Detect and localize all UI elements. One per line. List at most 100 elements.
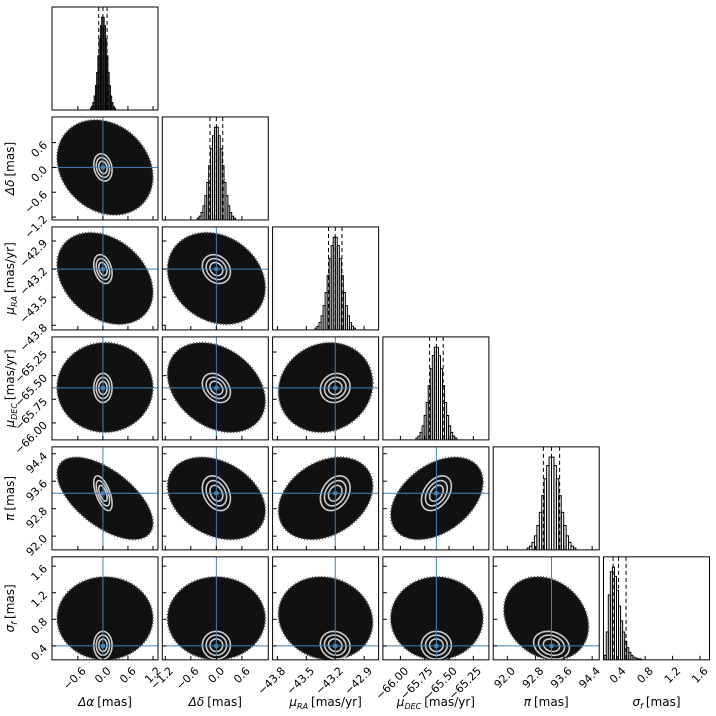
panel-frame — [161, 116, 269, 221]
sample-cloud — [277, 456, 374, 541]
contour — [537, 634, 566, 657]
axis-label-unit: [mas/yr] — [424, 695, 475, 709]
contour — [319, 630, 351, 660]
truth-point — [214, 491, 219, 496]
truth-point — [100, 491, 105, 496]
y-tick-label: 0.0 — [29, 163, 51, 185]
contour — [95, 479, 111, 507]
panel — [382, 556, 489, 660]
x-tick-label: 92.0 — [492, 664, 519, 691]
sample-cloud — [56, 456, 154, 541]
contour — [97, 261, 108, 277]
axis-label: π[mas] — [524, 695, 569, 709]
panel-frame — [272, 556, 380, 661]
contour — [428, 638, 444, 653]
y-tick-label: 0.6 — [29, 139, 51, 161]
axis-label-symbol: π — [3, 513, 17, 521]
panel-frame — [51, 336, 159, 441]
axis-label: π [mas] — [3, 476, 17, 521]
axis-label-symbol: σ — [3, 624, 17, 632]
contour — [209, 638, 224, 653]
x-tick-label: −43.2 — [313, 664, 346, 697]
contour — [323, 479, 347, 507]
panel-frame — [382, 446, 490, 551]
y-tick-label: 92.8 — [24, 505, 51, 532]
contour — [323, 634, 347, 657]
panel — [89, 7, 116, 110]
axis-label-unit: [mas] — [3, 142, 17, 177]
histogram-bin — [352, 327, 356, 330]
axis-label-subscript: f — [10, 621, 19, 625]
contour — [201, 630, 232, 660]
contour — [97, 638, 108, 653]
panel — [162, 446, 269, 550]
contour — [209, 484, 224, 502]
axis-label-subscript: f — [640, 702, 644, 711]
contour — [424, 479, 449, 507]
axis-label-unit: [mas/yr] — [3, 349, 17, 400]
truth-point — [434, 643, 439, 648]
truth-point — [214, 385, 219, 390]
y-tick-label: 1.6 — [29, 562, 51, 584]
y-tick-label: 1.2 — [29, 589, 51, 611]
panel-frame — [51, 116, 159, 221]
panel — [52, 226, 158, 330]
axis-label-unit: [mas] — [646, 695, 681, 709]
axis-label-subscript: DEC — [10, 403, 19, 420]
x-tick-label: −0.6 — [61, 664, 89, 692]
axis-label-unit: [mas] — [3, 476, 17, 511]
contour — [205, 257, 228, 281]
axis-label: Δδ[mas] — [188, 695, 242, 709]
panel — [272, 446, 379, 550]
truth-point — [333, 491, 338, 496]
x-tick-label: 1.6 — [689, 664, 711, 686]
axis-label: μRA[mas/yr] — [288, 695, 361, 711]
axis-label-unit: [mas] — [534, 695, 569, 709]
panel-frame — [382, 556, 490, 661]
axis-label-subscript: RA — [297, 702, 308, 711]
contour — [97, 484, 108, 502]
axis-label-symbol: Δδ — [188, 695, 205, 709]
x-tick-label: 93.6 — [548, 664, 575, 691]
axis-label-symbol: σ — [632, 695, 640, 709]
panel-frame — [492, 556, 600, 661]
contour — [428, 484, 444, 502]
contour — [201, 253, 232, 285]
y-tick-label: 92.0 — [24, 532, 51, 559]
panel — [52, 556, 158, 660]
panel-frame — [272, 226, 380, 331]
axis-label: μDEC[mas/yr] — [396, 695, 475, 711]
panel — [382, 446, 489, 550]
panel — [52, 336, 158, 440]
contour — [209, 380, 224, 396]
axis-label-symbol: μ — [396, 695, 405, 709]
contour — [319, 372, 351, 404]
histogram-bin — [454, 437, 458, 440]
contour — [420, 475, 453, 512]
panel-frame — [272, 446, 380, 551]
y-tick-label: 93.6 — [24, 477, 51, 504]
x-tick-label: 0.0 — [92, 664, 114, 686]
panel — [493, 556, 600, 660]
contour — [319, 475, 351, 512]
y-tick-label: 0.8 — [29, 615, 51, 637]
contour — [97, 160, 108, 175]
x-tick-label: 0.6 — [231, 664, 253, 686]
contour — [92, 253, 113, 285]
panel-frame — [492, 446, 600, 551]
contour — [420, 630, 453, 660]
y-tick-label: −43.8 — [17, 321, 50, 354]
x-tick-label: 0.6 — [117, 664, 139, 686]
y-tick-label: −0.6 — [22, 188, 50, 216]
y-tick-label: −43.5 — [17, 293, 50, 326]
contour — [95, 634, 111, 657]
axis-label: σf[mas] — [632, 695, 680, 711]
contour — [95, 156, 111, 179]
contour — [532, 630, 571, 660]
axis-label-subscript: RA — [10, 296, 19, 307]
panel — [272, 556, 379, 660]
panel — [415, 336, 458, 440]
panel — [162, 336, 269, 440]
histogram-bin — [233, 217, 237, 220]
panel-frame — [51, 556, 159, 661]
